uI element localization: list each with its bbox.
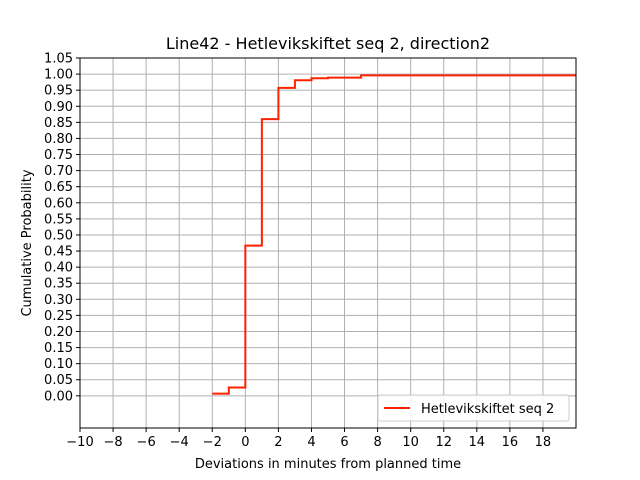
- y-axis-label: Cumulative Probability: [20, 169, 35, 316]
- x-ticks: −10 −8 −6 −4 −2 0 2 4 6 8 10 12 14 16 18: [66, 428, 551, 450]
- x-tick-label: 8: [373, 435, 381, 450]
- y-tick-label: 0.10: [44, 357, 73, 372]
- y-tick-label: 0.80: [44, 132, 73, 147]
- y-tick-label: 1.00: [44, 68, 73, 83]
- y-tick-label: 0.45: [44, 245, 73, 260]
- y-tick-label: 0.70: [44, 164, 73, 179]
- y-tick-label: 0.40: [44, 261, 73, 276]
- x-tick-label: 18: [535, 435, 552, 450]
- x-axis-label: Deviations in minutes from planned time: [195, 457, 461, 472]
- x-tick-label: 14: [469, 435, 486, 450]
- y-tick-label: 0.35: [44, 277, 73, 292]
- x-tick-label: 2: [274, 435, 282, 450]
- legend-box: [377, 394, 570, 422]
- y-tick-label: 0.65: [44, 180, 73, 195]
- y-tick-label: 0.55: [44, 212, 73, 227]
- y-tick-label: 0.60: [44, 196, 73, 211]
- series-layer: [212, 74, 576, 395]
- y-tick-label: 0.90: [44, 100, 73, 115]
- y-tick-label: 0.00: [44, 389, 73, 404]
- x-tick-label: −6: [137, 435, 156, 450]
- x-tick-label: −2: [203, 435, 222, 450]
- legend: Hetlevikskiftet seq 2: [377, 394, 570, 422]
- y-tick-label: 0.20: [44, 325, 73, 340]
- y-tick-label: 0.95: [44, 84, 73, 99]
- x-tick-label: −8: [103, 435, 122, 450]
- y-tick-label: 0.50: [44, 228, 73, 243]
- x-tick-label: 10: [402, 435, 419, 450]
- x-tick-label: 6: [340, 435, 348, 450]
- x-tick-label: 12: [435, 435, 452, 450]
- series-line: [212, 74, 576, 395]
- y-tick-label: 0.75: [44, 148, 73, 163]
- y-tick-label: 1.05: [44, 52, 73, 67]
- y-tick-label: 0.25: [44, 309, 73, 324]
- legend-label: Hetlevikskiftet seq 2: [421, 402, 554, 417]
- y-tick-label: 0.30: [44, 293, 73, 308]
- x-tick-label: 16: [502, 435, 519, 450]
- y-ticks: 0.000.050.100.150.200.250.300.350.400.45…: [44, 52, 80, 404]
- y-tick-label: 0.15: [44, 341, 73, 356]
- y-tick-label: 0.05: [44, 373, 73, 388]
- x-tick-label: −4: [170, 435, 189, 450]
- x-tick-label: 0: [241, 435, 249, 450]
- y-tick-label: 0.85: [44, 116, 73, 131]
- x-tick-label: 4: [307, 435, 315, 450]
- gridlines: [79, 57, 576, 428]
- x-tick-label: −10: [66, 435, 93, 450]
- plot-frame: [79, 57, 577, 429]
- chart-title: Line42 - Hetlevikskiftet seq 2, directio…: [166, 34, 490, 53]
